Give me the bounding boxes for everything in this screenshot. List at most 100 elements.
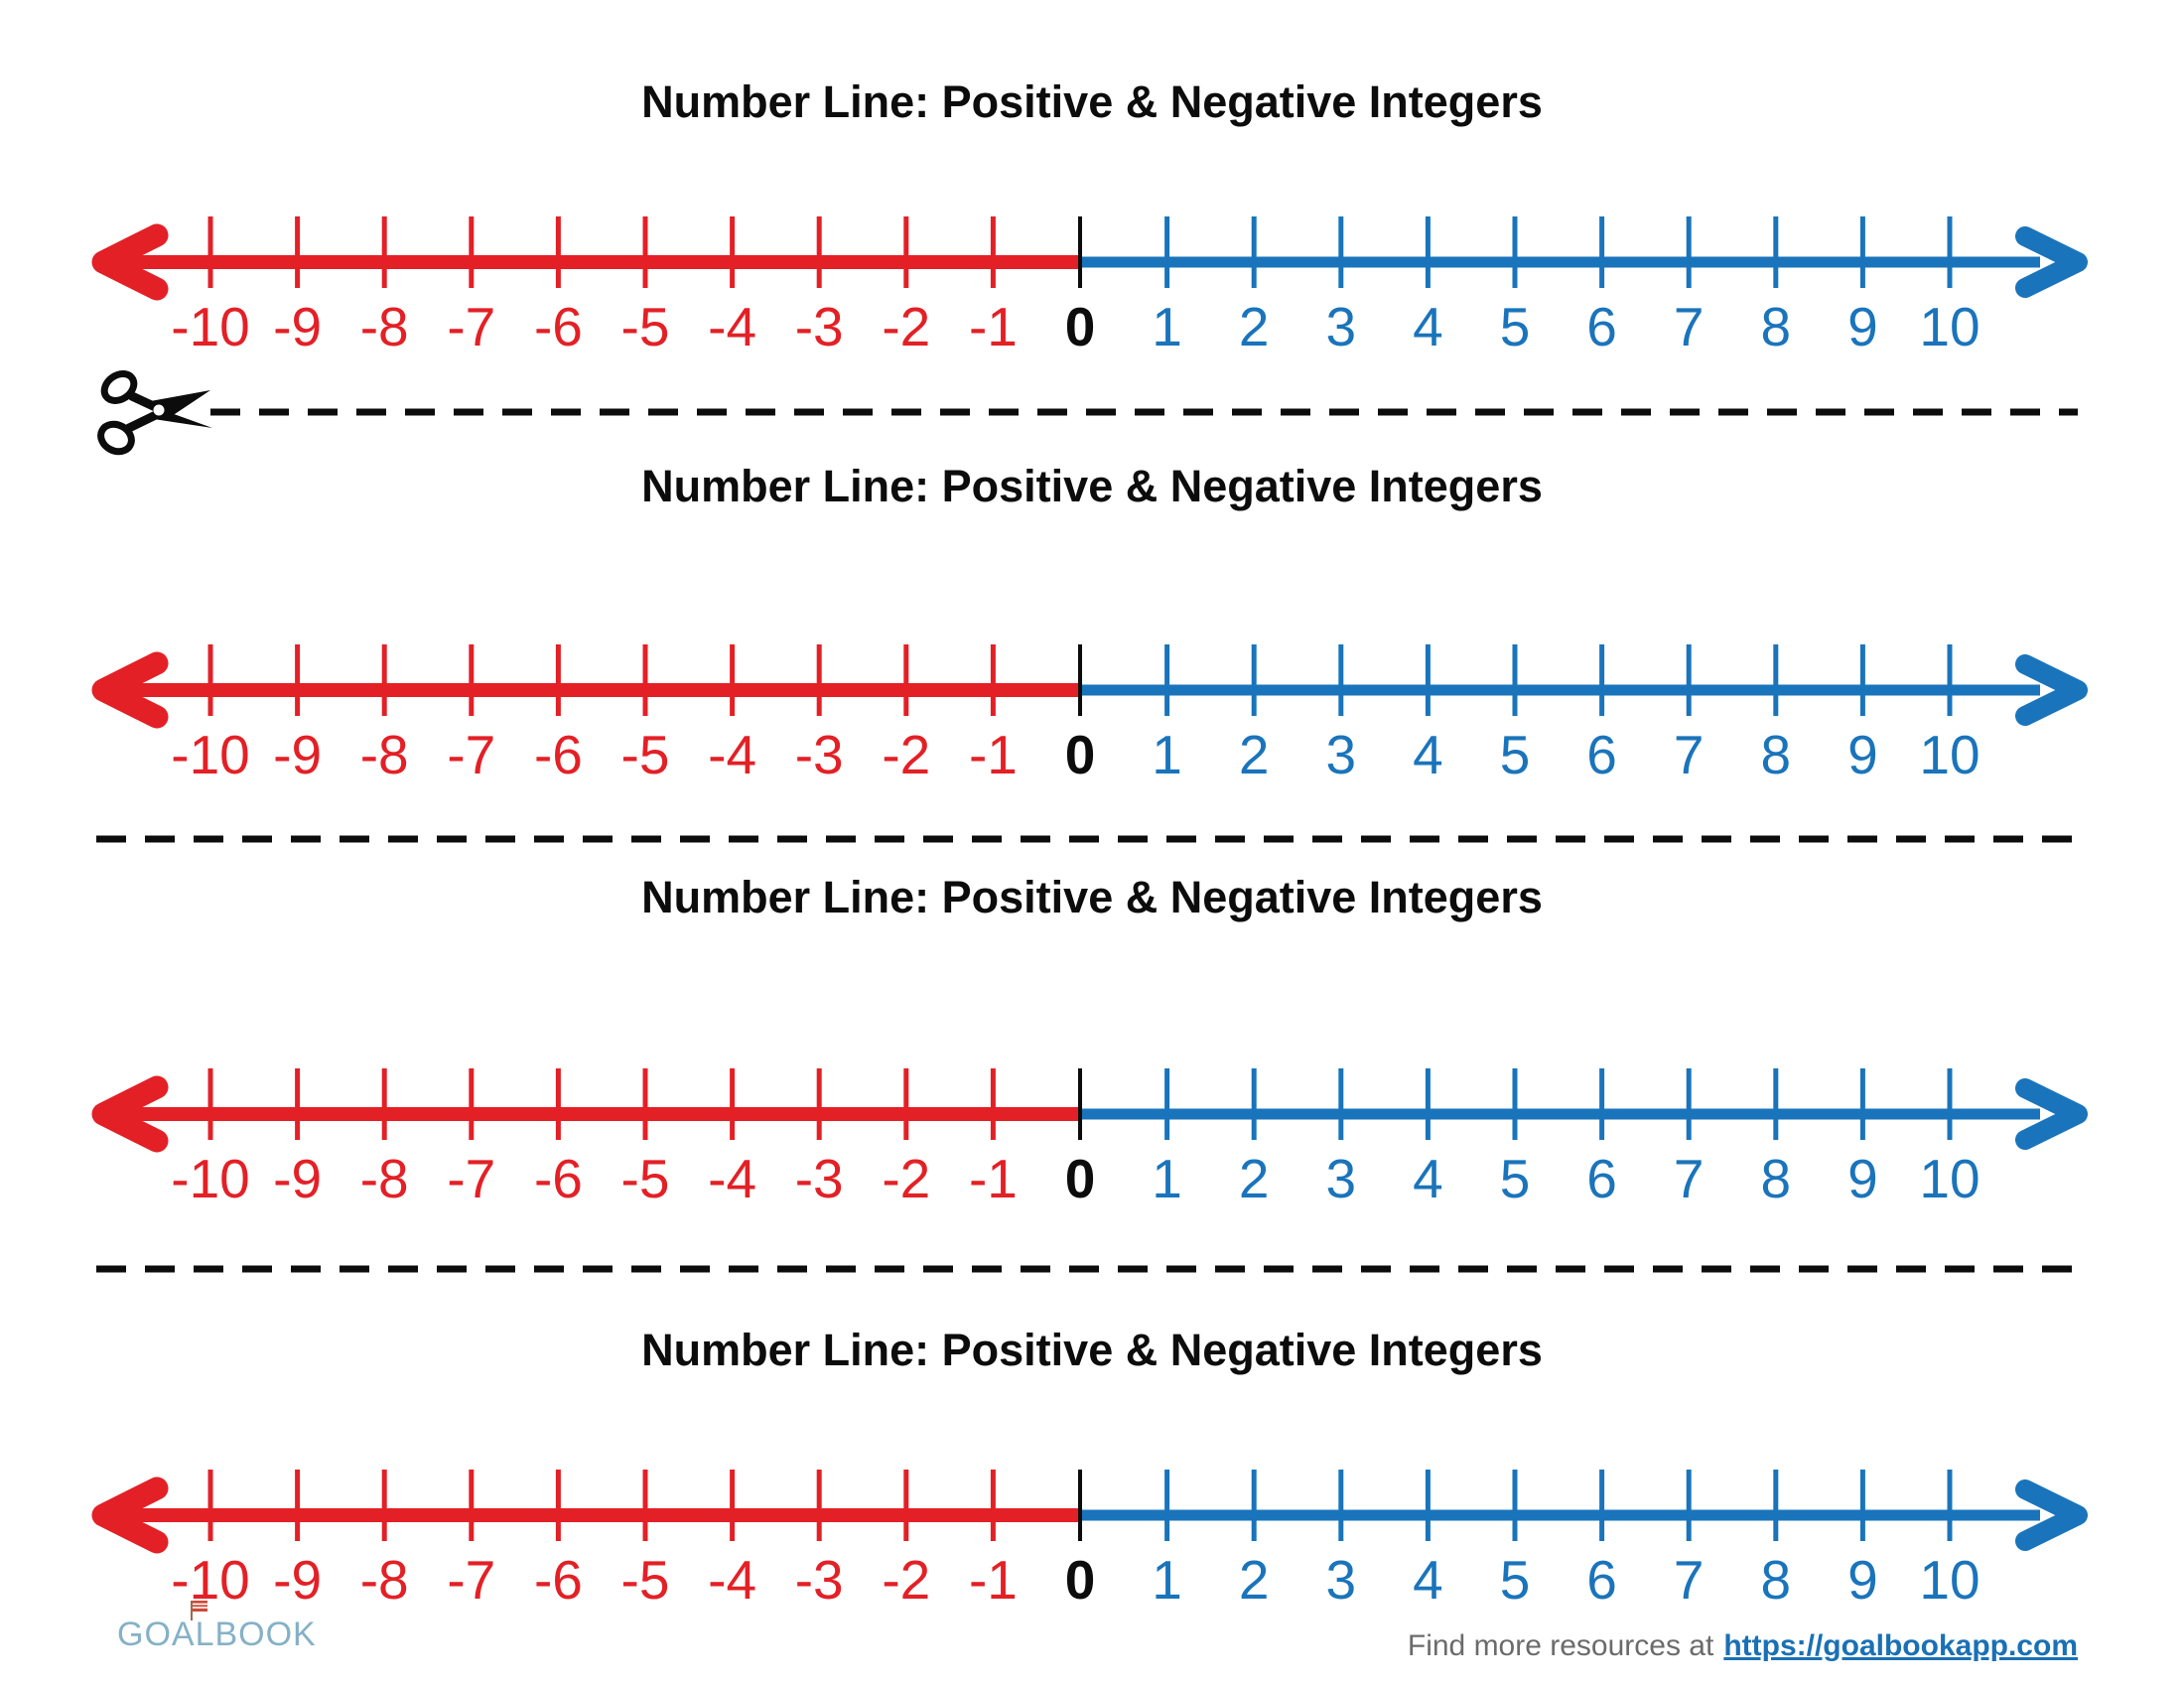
cut-line-3 [96,1265,2078,1273]
cut-line-1 [97,370,2078,456]
tick-label: 1 [1152,1549,1182,1611]
tick-label: -10 [171,1549,250,1611]
tick-label: -3 [795,296,844,357]
worksheet-title-3: Number Line: Positive & Negative Integer… [641,872,1543,922]
goalbook-logo: GOALBOOK [117,1601,317,1654]
tick-label: 4 [1413,724,1443,785]
left-arrow-icon [91,223,169,301]
tick-label: 7 [1674,724,1705,785]
tick-label: -7 [447,724,495,785]
tick-label: -10 [171,724,250,785]
scissors-icon [97,370,212,456]
tick-label: -5 [621,1148,670,1209]
right-arrow-icon [2015,654,2088,726]
flag-icon [191,1601,207,1620]
tick-label: 10 [1919,1549,1979,1611]
tick-label: -5 [621,296,670,357]
tick-label: 8 [1761,1148,1792,1209]
tick-label: -1 [969,296,1018,357]
tick-label: 4 [1413,296,1443,357]
tick-label: 8 [1761,1549,1792,1611]
tick-label: 2 [1239,1549,1270,1611]
tick-label: 0 [1065,296,1096,357]
tick-label: -8 [360,296,409,357]
tick-label: -1 [969,1148,1018,1209]
footer-link[interactable]: https://goalbookapp.com [1723,1629,2078,1662]
number-line-3: -10 -9 -8 -7 -6 -5 -4 -3 -2 -1 0 1 2 3 4 5 6 7 8 9 10 [91,1068,2088,1209]
tick-label: -8 [360,1148,409,1209]
tick-label: 5 [1500,296,1531,357]
tick-label: 9 [1847,1148,1878,1209]
tick-label: -3 [795,1148,844,1209]
tick-label: -3 [795,724,844,785]
tick-label: 2 [1239,724,1270,785]
tick-label: 7 [1674,1549,1705,1611]
footer-text: Find more resources at [1407,1629,1714,1662]
worksheet-title-1: Number Line: Positive & Negative Integer… [641,76,1543,127]
worksheet-title-4: Number Line: Positive & Negative Integer… [641,1325,1543,1375]
tick-label: 9 [1847,724,1878,785]
tick-label: 3 [1326,1148,1357,1209]
tick-label: 10 [1919,296,1979,357]
tick-label: 10 [1919,724,1979,785]
tick-label: 4 [1413,1148,1443,1209]
tick-label: 8 [1761,296,1792,357]
tick-label: -4 [708,1549,756,1611]
tick-label: -5 [621,724,670,785]
tick-label: -9 [273,1549,322,1611]
right-arrow-icon [2015,1479,2088,1551]
number-line-4: -10 -9 -8 -7 -6 -5 -4 -3 -2 -1 0 1 2 3 4 5 6 7 8 9 10 [91,1470,2088,1611]
tick-label: -8 [360,724,409,785]
tick-label: 8 [1761,724,1792,785]
tick-label: 4 [1413,1549,1443,1611]
tick-label: -9 [273,296,322,357]
tick-label: 3 [1326,296,1357,357]
left-arrow-icon [91,1477,169,1554]
tick-label: 10 [1919,1148,1979,1209]
tick-label: -2 [882,296,930,357]
logo-text: GOALBOOK [117,1616,317,1653]
tick-label: -6 [534,1549,583,1611]
tick-label: -8 [360,1549,409,1611]
tick-label: 5 [1500,1148,1531,1209]
tick-label: 9 [1847,296,1878,357]
tick-label: 5 [1500,1549,1531,1611]
worksheet-title-2: Number Line: Positive & Negative Integer… [641,461,1543,511]
right-arrow-icon [2015,1078,2088,1150]
tick-label: -2 [882,1148,930,1209]
tick-label: -2 [882,724,930,785]
tick-label: -4 [708,724,756,785]
left-arrow-icon [91,1075,169,1153]
footer: Find more resources at https://goalbookap… [1408,1629,2078,1663]
tick-label: 0 [1065,724,1096,785]
tick-label: 1 [1152,1148,1182,1209]
tick-label: 5 [1500,724,1531,785]
tick-label: 3 [1326,1549,1357,1611]
tick-label: -2 [882,1549,930,1611]
tick-label: 7 [1674,1148,1705,1209]
tick-label: -7 [447,1148,495,1209]
right-arrow-icon [2015,226,2088,298]
tick-label: 2 [1239,1148,1270,1209]
tick-label: -7 [447,1549,495,1611]
tick-label: -10 [171,1148,250,1209]
tick-label: -4 [708,296,756,357]
tick-label: -3 [795,1549,844,1611]
number-line-1: -10 -9 -8 -7 -6 -5 -4 -3 -2 -1 0 1 2 3 4 5 6 7 8 9 10 [91,216,2088,357]
tick-label: -6 [534,1148,583,1209]
tick-label: -6 [534,296,583,357]
tick-label: 0 [1065,1148,1096,1209]
left-arrow-icon [91,651,169,729]
tick-label: -5 [621,1549,670,1611]
tick-label: -4 [708,1148,756,1209]
tick-label: -1 [969,1549,1018,1611]
tick-label: 1 [1152,296,1182,357]
tick-label: -6 [534,724,583,785]
tick-label: -9 [273,1148,322,1209]
number-line-2: -10 -9 -8 -7 -6 -5 -4 -3 -2 -1 0 1 2 3 4 5 6 7 8 9 10 [91,644,2088,785]
tick-label: 6 [1586,724,1617,785]
tick-label: -9 [273,724,322,785]
tick-label: 6 [1586,1549,1617,1611]
tick-label: 7 [1674,296,1705,357]
tick-label: -10 [171,296,250,357]
